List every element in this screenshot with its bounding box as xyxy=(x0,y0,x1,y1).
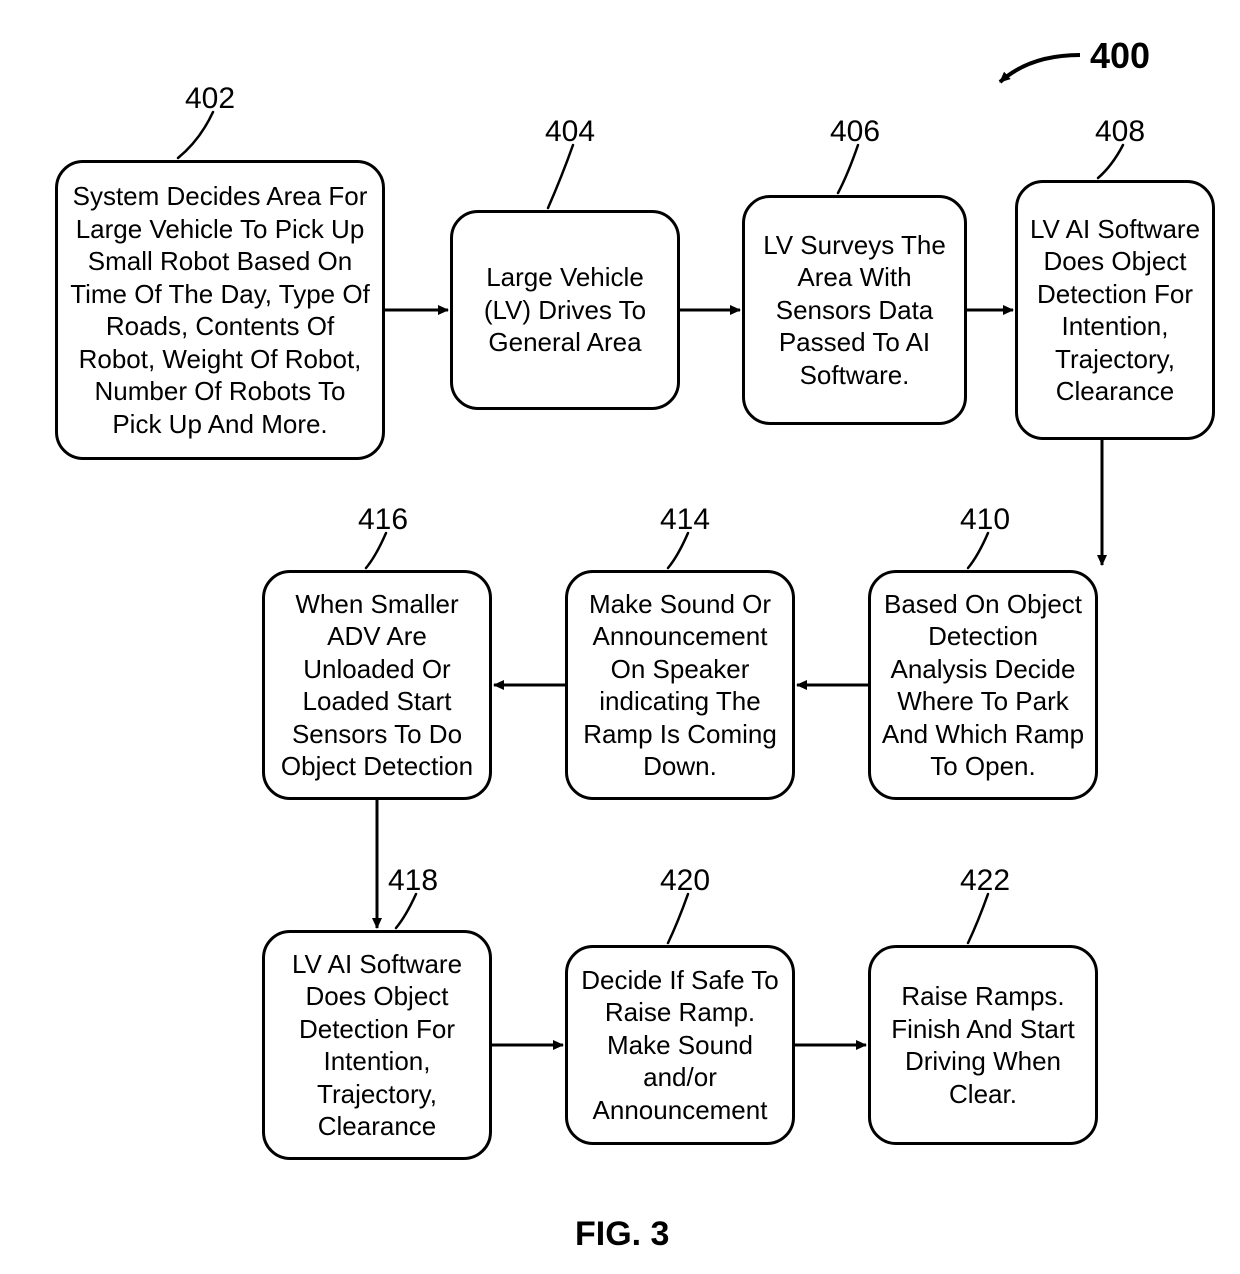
figure-caption: FIG. 3 xyxy=(575,1215,669,1254)
flow-node-414: Make Sound Or Announcement On Speaker in… xyxy=(565,570,795,800)
flow-node-418: LV AI Software Does Object Detection For… xyxy=(262,930,492,1160)
flow-node-text: When Smaller ADV Are Unloaded Or Loaded … xyxy=(275,588,479,783)
node-number-420: 420 xyxy=(660,864,710,898)
flow-node-text: Based On Object Detection Analysis Decid… xyxy=(881,588,1085,783)
tick-416 xyxy=(366,533,386,568)
tick-414 xyxy=(668,533,688,568)
node-number-406: 406 xyxy=(830,115,880,149)
flow-node-404: Large Vehicle (LV) Drives To General Are… xyxy=(450,210,680,410)
tick-422 xyxy=(968,894,988,943)
node-number-404: 404 xyxy=(545,115,595,149)
flow-node-text: LV Surveys The Area With Sensors Data Pa… xyxy=(755,229,954,392)
node-number-422: 422 xyxy=(960,864,1010,898)
flow-node-406: LV Surveys The Area With Sensors Data Pa… xyxy=(742,195,967,425)
node-number-410: 410 xyxy=(960,503,1010,537)
flow-node-408: LV AI Software Does Object Detection For… xyxy=(1015,180,1215,440)
node-number-416: 416 xyxy=(358,503,408,537)
flow-node-420: Decide If Safe To Raise Ramp. Make Sound… xyxy=(565,945,795,1145)
tick-418 xyxy=(396,894,416,928)
node-number-418: 418 xyxy=(388,864,438,898)
flowchart-canvas: 400 System Decides Area For Large Vehicl… xyxy=(0,0,1240,1274)
flow-node-text: Raise Ramps. Finish And Start Driving Wh… xyxy=(881,980,1085,1110)
tick-406 xyxy=(838,145,858,193)
flow-node-422: Raise Ramps. Finish And Start Driving Wh… xyxy=(868,945,1098,1145)
tick-408 xyxy=(1098,145,1123,178)
flow-node-text: LV AI Software Does Object Detection For… xyxy=(1028,213,1202,408)
flow-node-text: Large Vehicle (LV) Drives To General Are… xyxy=(463,261,667,359)
tick-420 xyxy=(668,894,688,943)
flow-node-402: System Decides Area For Large Vehicle To… xyxy=(55,160,385,460)
node-number-414: 414 xyxy=(660,503,710,537)
tick-402 xyxy=(178,112,213,158)
tick-410 xyxy=(968,533,988,568)
flow-node-416: When Smaller ADV Are Unloaded Or Loaded … xyxy=(262,570,492,800)
diagram-reference-number: 400 xyxy=(1090,35,1150,77)
node-number-408: 408 xyxy=(1095,115,1145,149)
reference-pointer-arrow xyxy=(1000,55,1080,82)
flow-node-text: Make Sound Or Announcement On Speaker in… xyxy=(578,588,782,783)
flow-node-text: LV AI Software Does Object Detection For… xyxy=(275,948,479,1143)
flow-node-text: Decide If Safe To Raise Ramp. Make Sound… xyxy=(578,964,782,1127)
tick-404 xyxy=(548,145,573,208)
flow-node-410: Based On Object Detection Analysis Decid… xyxy=(868,570,1098,800)
node-number-402: 402 xyxy=(185,82,235,116)
flow-node-text: System Decides Area For Large Vehicle To… xyxy=(68,180,372,440)
